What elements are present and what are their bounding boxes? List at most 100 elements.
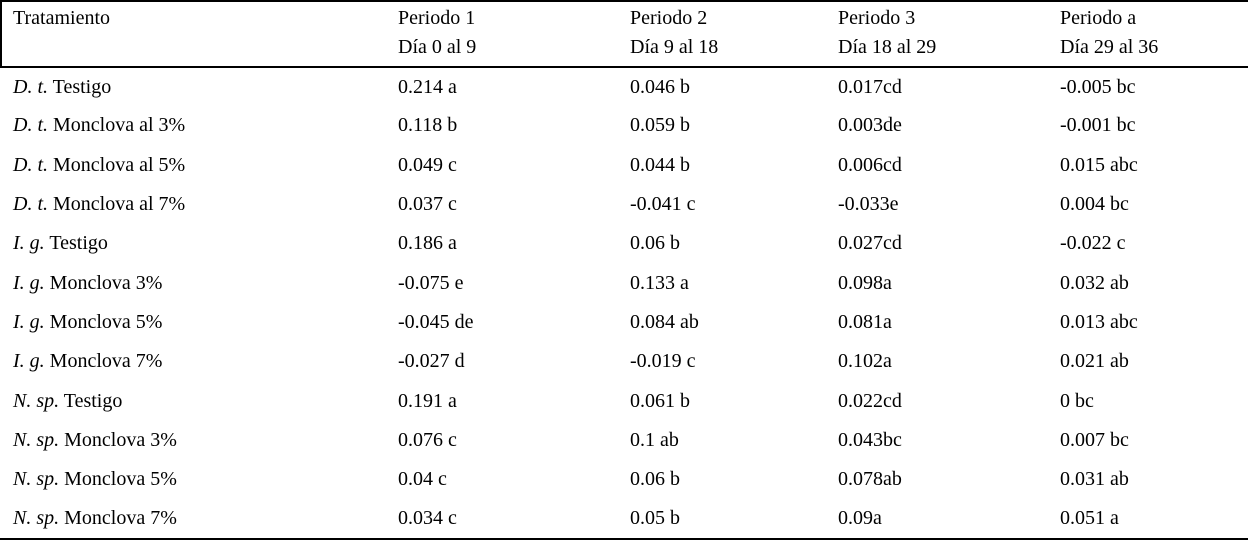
value-cell: 0.076 c bbox=[398, 429, 457, 452]
species-abbrev: I. g. bbox=[13, 271, 45, 294]
treatment-cell: D. t. Monclova al 7% bbox=[0, 185, 398, 224]
value-cell: 0.133 a bbox=[630, 271, 689, 294]
value-cell: 0.09a bbox=[838, 507, 882, 530]
treatment-cell: I. g. Monclova 5% bbox=[0, 303, 398, 342]
table-header: Tratamiento Periodo 1 Día 0 al 9 Periodo… bbox=[0, 1, 1248, 68]
value-cell: 0.084 ab bbox=[630, 311, 699, 334]
treatment-cell: I. g. Monclova 3% bbox=[0, 264, 398, 303]
table-row: I. g. Monclova 5% -0.045 de 0.084 ab 0.0… bbox=[0, 303, 1248, 342]
value-cell: 0 bc bbox=[1060, 389, 1094, 412]
value-cell: -0.045 de bbox=[398, 311, 474, 334]
column-title: Periodo a bbox=[1060, 7, 1137, 29]
treatment-label: Monclova 3% bbox=[64, 429, 177, 452]
table-row: I. g. Monclova 7% -0.027 d -0.019 c 0.10… bbox=[0, 342, 1248, 381]
treatment-cell: I. g. Monclova 7% bbox=[0, 342, 398, 381]
value-cell: 0.049 c bbox=[398, 153, 457, 176]
value-cell: 0.078ab bbox=[838, 468, 902, 491]
value-cell: 0.013 abc bbox=[1060, 311, 1138, 334]
treatment-cell: N. sp. Monclova 3% bbox=[0, 421, 398, 460]
treatment-label: Monclova al 7% bbox=[53, 193, 186, 216]
value-cell: 0.04 c bbox=[398, 468, 447, 491]
value-cell: -0.033e bbox=[838, 193, 899, 216]
column-header-tratamiento: Tratamiento bbox=[0, 1, 398, 68]
header-row: Tratamiento Periodo 1 Día 0 al 9 Periodo… bbox=[0, 1, 1248, 68]
value-cell: 0.1 ab bbox=[630, 429, 679, 452]
species-abbrev: I. g. bbox=[13, 232, 45, 255]
column-title: Periodo 2 bbox=[630, 7, 708, 29]
value-cell: -0.022 c bbox=[1060, 232, 1126, 255]
table-body: D. t. Testigo 0.214 a 0.046 b 0.017cd -0… bbox=[0, 67, 1248, 539]
value-cell: 0.015 abc bbox=[1060, 153, 1138, 176]
column-header-periodo-1: Periodo 1 Día 0 al 9 bbox=[398, 1, 630, 68]
value-cell: 0.06 b bbox=[630, 468, 680, 491]
value-cell: -0.027 d bbox=[398, 350, 465, 373]
column-subtitle: Día 29 al 36 bbox=[1060, 36, 1159, 58]
species-abbrev: D. t. bbox=[13, 114, 48, 137]
treatment-cell: N. sp. Monclova 5% bbox=[0, 460, 398, 499]
treatment-cell: D. t. Monclova al 3% bbox=[0, 106, 398, 145]
value-cell: 0.214 a bbox=[398, 75, 457, 98]
value-cell: 0.118 b bbox=[398, 114, 458, 137]
column-header-periodo-2: Periodo 2 Día 9 al 18 bbox=[630, 1, 838, 68]
value-cell: 0.006cd bbox=[838, 153, 902, 176]
value-cell: 0.05 b bbox=[630, 507, 680, 530]
value-cell: 0.004 bc bbox=[1060, 193, 1129, 216]
value-cell: 0.046 b bbox=[630, 75, 690, 98]
treatment-label: Monclova 7% bbox=[64, 507, 177, 530]
treatment-cell: I. g. Testigo bbox=[0, 224, 398, 263]
value-cell: 0.022cd bbox=[838, 389, 902, 412]
species-abbrev: N. sp. bbox=[13, 468, 60, 491]
value-cell: 0.034 c bbox=[398, 507, 457, 530]
value-cell: 0.081a bbox=[838, 311, 892, 334]
value-cell: 0.044 b bbox=[630, 153, 690, 176]
value-cell: 0.186 a bbox=[398, 232, 457, 255]
column-header-periodo-3: Periodo 3 Día 18 al 29 bbox=[838, 1, 1060, 68]
column-subtitle: Día 9 al 18 bbox=[630, 36, 719, 58]
table-row: N. sp. Monclova 3% 0.076 c 0.1 ab 0.043b… bbox=[0, 421, 1248, 460]
value-cell: 0.059 b bbox=[630, 114, 690, 137]
value-cell: 0.021 ab bbox=[1060, 350, 1129, 373]
table-row: D. t. Monclova al 5% 0.049 c 0.044 b 0.0… bbox=[0, 146, 1248, 185]
species-abbrev: D. t. bbox=[13, 193, 48, 216]
value-cell: -0.075 e bbox=[398, 271, 464, 294]
value-cell: -0.005 bc bbox=[1060, 75, 1136, 98]
treatment-cell: D. t. Testigo bbox=[0, 67, 398, 106]
species-abbrev: N. sp. bbox=[13, 507, 60, 530]
table-row: D. t. Monclova al 7% 0.037 c -0.041 c -0… bbox=[0, 185, 1248, 224]
table-row: D. t. Monclova al 3% 0.118 b 0.059 b 0.0… bbox=[0, 106, 1248, 145]
value-cell: 0.003de bbox=[838, 114, 902, 137]
treatment-label: Monclova 5% bbox=[64, 468, 177, 491]
species-abbrev: N. sp. bbox=[13, 429, 60, 452]
column-title: Periodo 1 bbox=[398, 7, 476, 29]
species-abbrev: D. t. bbox=[13, 153, 48, 176]
column-title: Tratamiento bbox=[13, 7, 111, 29]
table-row: N. sp. Monclova 7% 0.034 c 0.05 b 0.09a … bbox=[0, 500, 1248, 539]
table-row: N. sp. Testigo 0.191 a 0.061 b 0.022cd 0… bbox=[0, 382, 1248, 421]
value-cell: 0.037 c bbox=[398, 193, 457, 216]
column-header-periodo-a: Periodo a Día 29 al 36 bbox=[1060, 1, 1248, 68]
value-cell: 0.102a bbox=[838, 350, 892, 373]
table-row: I. g. Testigo 0.186 a 0.06 b 0.027cd -0.… bbox=[0, 224, 1248, 263]
treatment-cell: N. sp. Testigo bbox=[0, 382, 398, 421]
value-cell: 0.098a bbox=[838, 271, 892, 294]
value-cell: 0.06 b bbox=[630, 232, 680, 255]
treatment-label: Monclova al 5% bbox=[53, 153, 186, 176]
treatment-label: Monclova al 3% bbox=[53, 114, 186, 137]
value-cell: 0.031 ab bbox=[1060, 468, 1129, 491]
species-abbrev: I. g. bbox=[13, 311, 45, 334]
treatment-label: Monclova 3% bbox=[49, 271, 163, 294]
treatment-label: Testigo bbox=[52, 75, 112, 98]
value-cell: 0.027cd bbox=[838, 232, 902, 255]
treatment-label: Testigo bbox=[49, 232, 108, 255]
treatment-cell: N. sp. Monclova 7% bbox=[0, 500, 398, 539]
species-abbrev: D. t. bbox=[13, 75, 48, 98]
treatment-label: Testigo bbox=[63, 389, 123, 412]
value-cell: -0.001 bc bbox=[1060, 114, 1136, 137]
value-cell: -0.041 c bbox=[630, 193, 696, 216]
value-cell: 0.043bc bbox=[838, 429, 902, 452]
value-cell: 0.061 b bbox=[630, 389, 690, 412]
value-cell: 0.191 a bbox=[398, 389, 457, 412]
species-abbrev: N. sp. bbox=[13, 389, 60, 412]
table-row: D. t. Testigo 0.214 a 0.046 b 0.017cd -0… bbox=[0, 67, 1248, 106]
